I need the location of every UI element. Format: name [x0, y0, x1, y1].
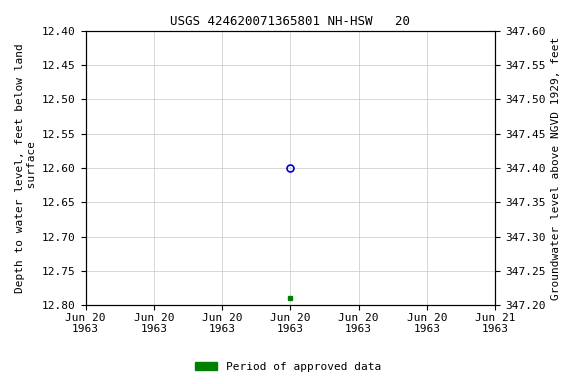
Legend: Period of approved data: Period of approved data	[191, 358, 385, 377]
Y-axis label: Depth to water level, feet below land
 surface: Depth to water level, feet below land su…	[15, 43, 37, 293]
Y-axis label: Groundwater level above NGVD 1929, feet: Groundwater level above NGVD 1929, feet	[551, 36, 561, 300]
Title: USGS 424620071365801 NH-HSW   20: USGS 424620071365801 NH-HSW 20	[170, 15, 411, 28]
